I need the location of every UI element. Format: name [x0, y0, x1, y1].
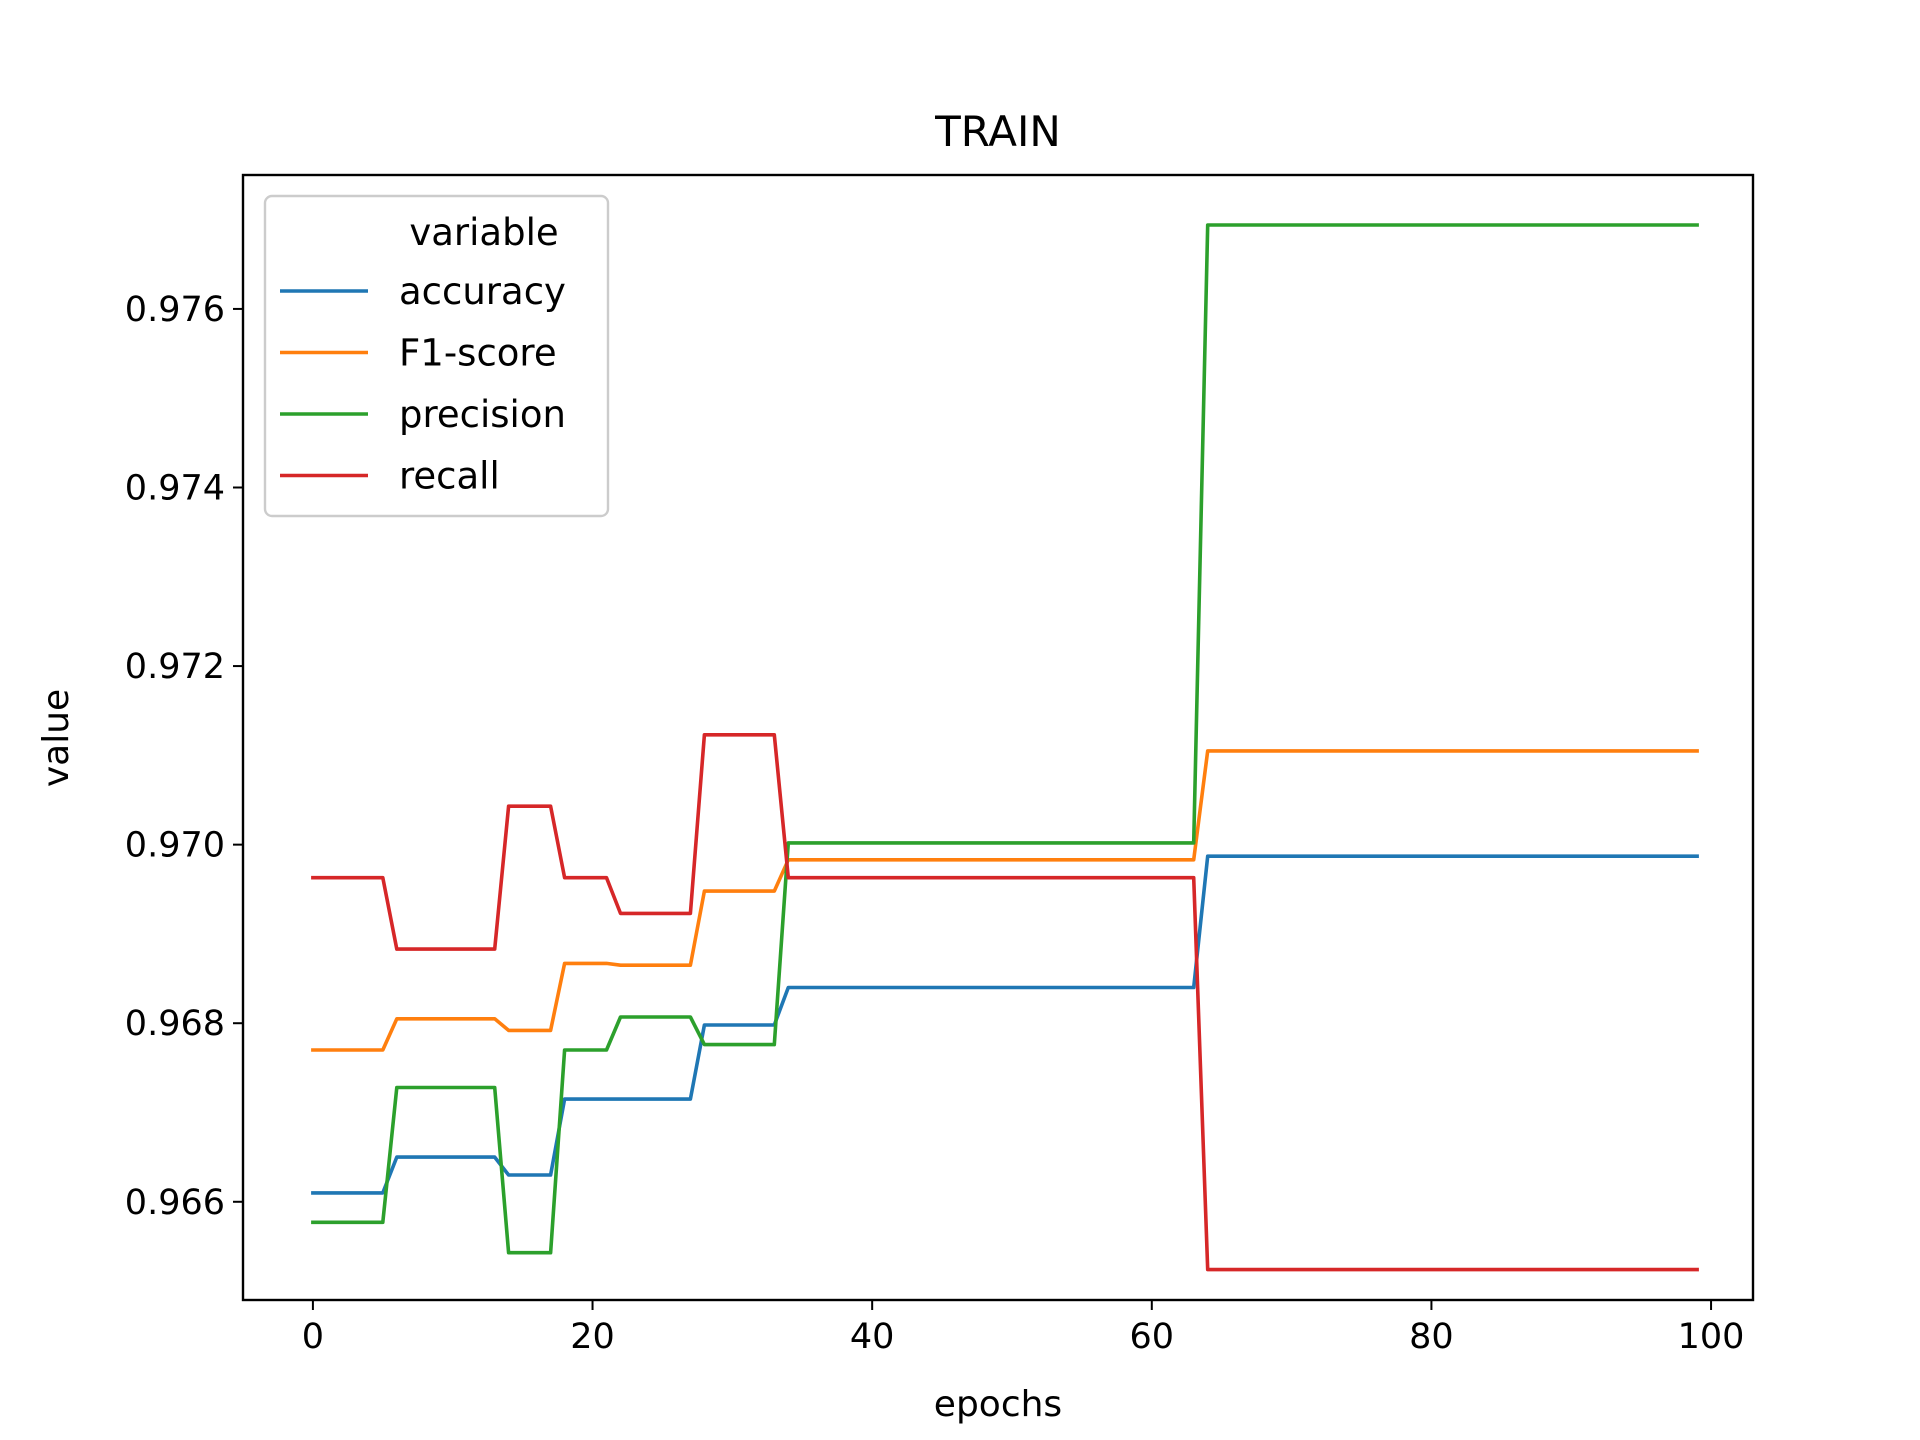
legend-label-recall: recall [399, 455, 500, 498]
x-tick-label: 100 [1678, 1317, 1745, 1357]
y-axis-label: value [36, 689, 77, 787]
series-line-recall [313, 735, 1697, 1270]
chart-title: TRAIN [934, 107, 1061, 156]
y-tick-label: 0.968 [125, 1004, 225, 1044]
y-tick-label: 0.974 [125, 469, 225, 509]
legend-label-f1-score: F1-score [399, 332, 557, 375]
x-tick-label: 40 [850, 1317, 895, 1357]
x-axis: 0 20 40 60 80 100 [302, 1300, 1745, 1357]
legend-label-precision: precision [399, 393, 566, 436]
y-tick-label: 0.976 [125, 290, 225, 330]
series-line-f1-score [313, 751, 1697, 1050]
x-tick-label: 0 [302, 1317, 324, 1357]
series-line-accuracy [313, 856, 1697, 1193]
y-tick-label: 0.972 [125, 647, 225, 687]
x-axis-label: epochs [934, 1384, 1062, 1425]
y-tick-label: 0.970 [125, 826, 225, 866]
y-tick-label: 0.966 [125, 1183, 225, 1223]
x-tick-label: 60 [1130, 1317, 1175, 1357]
legend-title: variable [409, 211, 558, 254]
x-tick-label: 80 [1409, 1317, 1454, 1357]
legend: variable accuracy F1-score precision recall [265, 196, 608, 516]
y-axis: 0.966 0.968 0.970 0.972 0.974 0.976 [125, 290, 243, 1223]
legend-label-accuracy: accuracy [399, 270, 566, 313]
x-tick-label: 20 [570, 1317, 615, 1357]
